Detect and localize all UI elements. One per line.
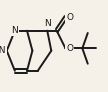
Text: O: O (66, 13, 73, 22)
Text: N: N (11, 26, 18, 35)
Text: N: N (44, 19, 51, 28)
Text: HN: HN (0, 46, 6, 55)
Text: O: O (66, 44, 73, 53)
